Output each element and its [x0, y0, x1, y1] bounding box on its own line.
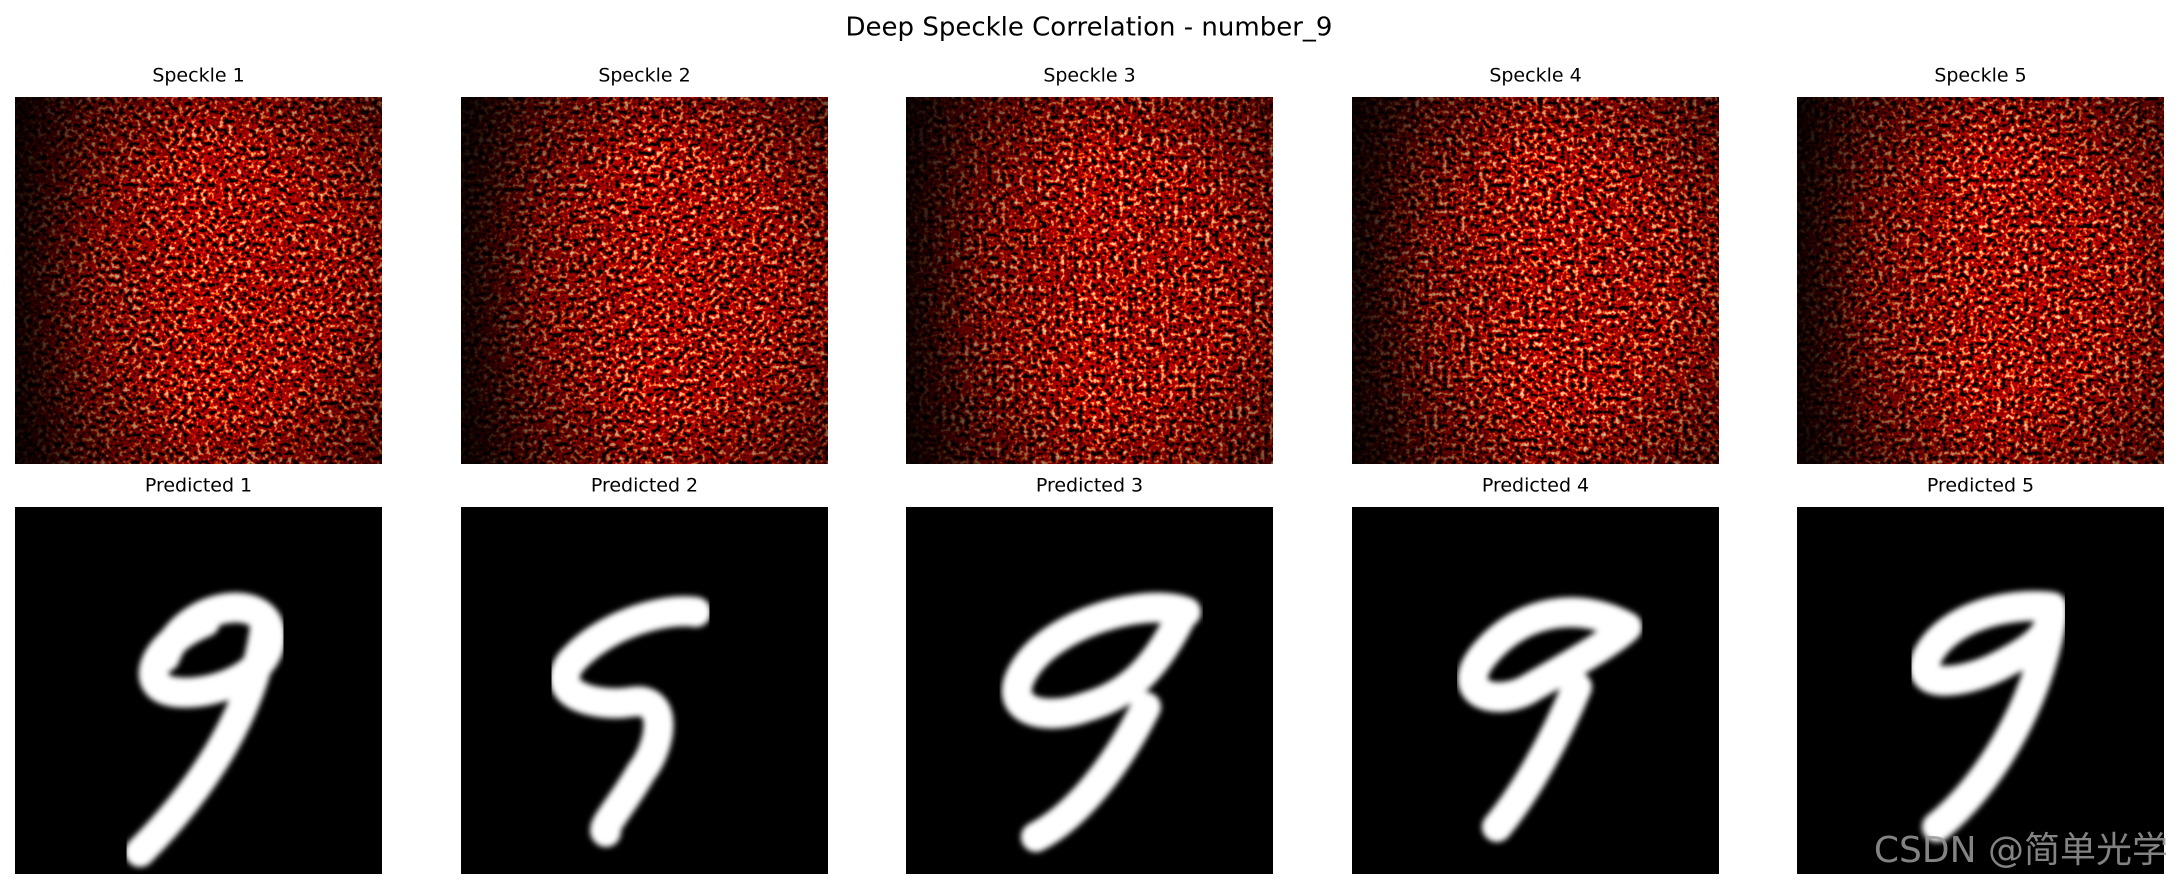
panel-title: Speckle 3 [1043, 65, 1135, 87]
panel-title: Speckle 2 [598, 65, 690, 87]
predicted-image [15, 507, 382, 874]
panel-title: Predicted 3 [1036, 475, 1143, 497]
panel-title: Speckle 1 [152, 65, 244, 87]
predicted-image [1797, 507, 2164, 874]
panel-title: Predicted 2 [591, 475, 698, 497]
panel-title: Speckle 4 [1489, 65, 1581, 87]
predicted-image [1352, 507, 1719, 874]
predicted-image [461, 507, 828, 874]
speckle-image [906, 97, 1273, 464]
speckle-image [461, 97, 828, 464]
speckle-image [1797, 97, 2164, 464]
panel-title: Predicted 4 [1482, 475, 1589, 497]
panel-title: Speckle 5 [1934, 65, 2026, 87]
figure-title: Deep Speckle Correlation - number_9 [846, 13, 1333, 43]
panel-title: Predicted 1 [145, 475, 252, 497]
predicted-image [906, 507, 1273, 874]
panel-title: Predicted 5 [1927, 475, 2034, 497]
watermark: CSDN @简单光学 [1874, 830, 2168, 871]
speckle-image [1352, 97, 1719, 464]
speckle-image [15, 97, 382, 464]
